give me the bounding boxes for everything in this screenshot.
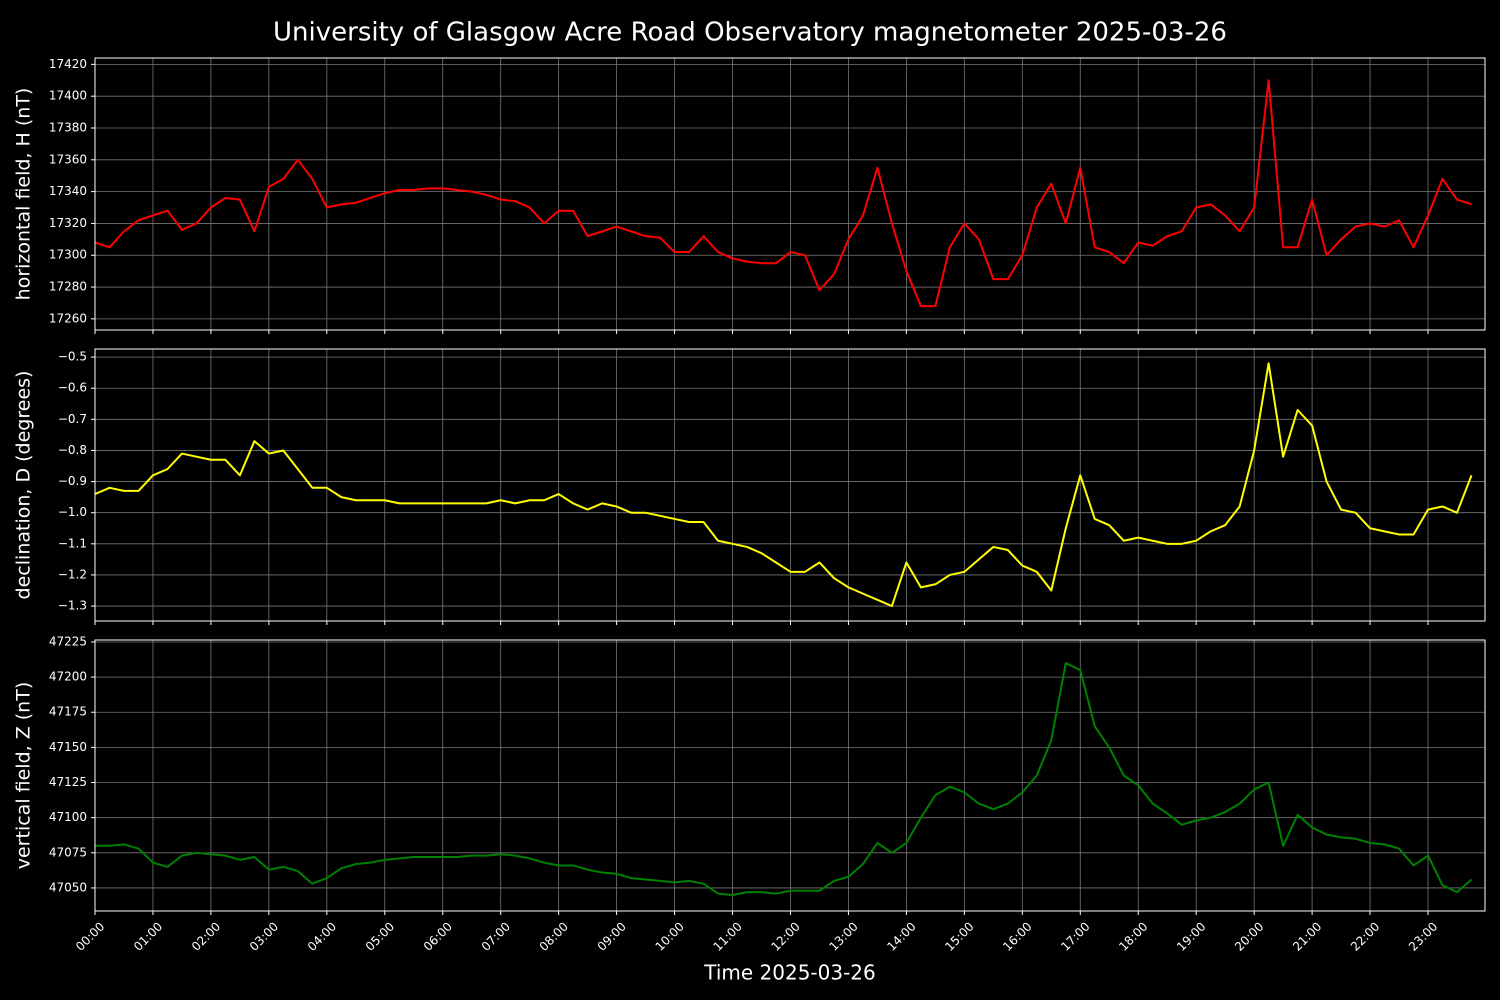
- y-tick-label: −0.7: [58, 412, 87, 426]
- y-tick-label: 17420: [49, 57, 87, 71]
- y-tick-label: −0.6: [58, 381, 87, 395]
- y-tick-label: 17280: [49, 280, 87, 294]
- y-tick-label: 17360: [49, 152, 87, 166]
- y-axis-label: horizontal field, H (nT): [13, 88, 35, 301]
- y-tick-label: 47100: [49, 810, 87, 824]
- plot-frame: [94, 639, 1486, 912]
- plot-frame: [94, 57, 1486, 331]
- y-tick-label: −0.9: [58, 474, 87, 488]
- y-tick-label: −1.0: [58, 505, 87, 519]
- y-axis-label: vertical field, Z (nT): [13, 682, 35, 870]
- y-tick-label: 17320: [49, 216, 87, 230]
- y-tick-label: 47150: [49, 740, 87, 754]
- data-line: [94, 362, 1473, 608]
- y-tick-label: 47050: [49, 880, 87, 894]
- y-tick-label: 17260: [49, 311, 87, 325]
- y-tick-label: −0.8: [58, 443, 87, 457]
- y-tick-label: −1.3: [58, 599, 87, 613]
- y-tick-label: 47125: [49, 775, 87, 789]
- y-tick-label: 47175: [49, 705, 87, 719]
- y-tick-label: −1.1: [58, 536, 87, 550]
- y-tick-label: 47225: [49, 634, 87, 648]
- y-tick-label: −0.5: [58, 350, 87, 364]
- y-tick-label: 17380: [49, 120, 87, 134]
- y-tick-label: 47075: [49, 845, 87, 859]
- x-axis-label: Time 2025-03-26: [703, 961, 876, 985]
- y-tick-label: 17300: [49, 248, 87, 262]
- y-axis-label: declination, D (degrees): [13, 371, 35, 600]
- y-tick-label: 47200: [49, 670, 87, 684]
- y-tick-label: 17340: [49, 184, 87, 198]
- y-tick-label: 17400: [49, 89, 87, 103]
- data-line: [95, 662, 1473, 896]
- data-line: [94, 79, 1472, 308]
- plot-frame: [94, 348, 1486, 622]
- chart-title: University of Glasgow Acre Road Observat…: [273, 18, 1227, 48]
- y-tick-label: −1.2: [58, 567, 87, 581]
